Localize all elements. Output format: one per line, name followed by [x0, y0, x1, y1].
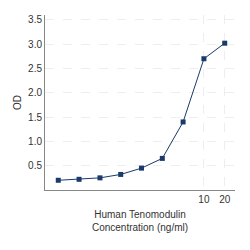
svg-text:OD: OD [12, 95, 23, 110]
svg-text:2.5: 2.5 [28, 63, 42, 74]
svg-text:0.5: 0.5 [28, 160, 42, 171]
svg-text:1.5: 1.5 [28, 112, 42, 123]
svg-text:Human TenomodulinConcentration: Human TenomodulinConcentration (ng/ml) [92, 209, 188, 233]
svg-text:10: 10 [198, 194, 210, 205]
svg-text:3.5: 3.5 [28, 14, 42, 25]
svg-text:2.0: 2.0 [28, 87, 42, 98]
svg-text:20: 20 [219, 194, 231, 205]
svg-text:1.0: 1.0 [28, 136, 42, 147]
svg-text:3.0: 3.0 [28, 39, 42, 50]
